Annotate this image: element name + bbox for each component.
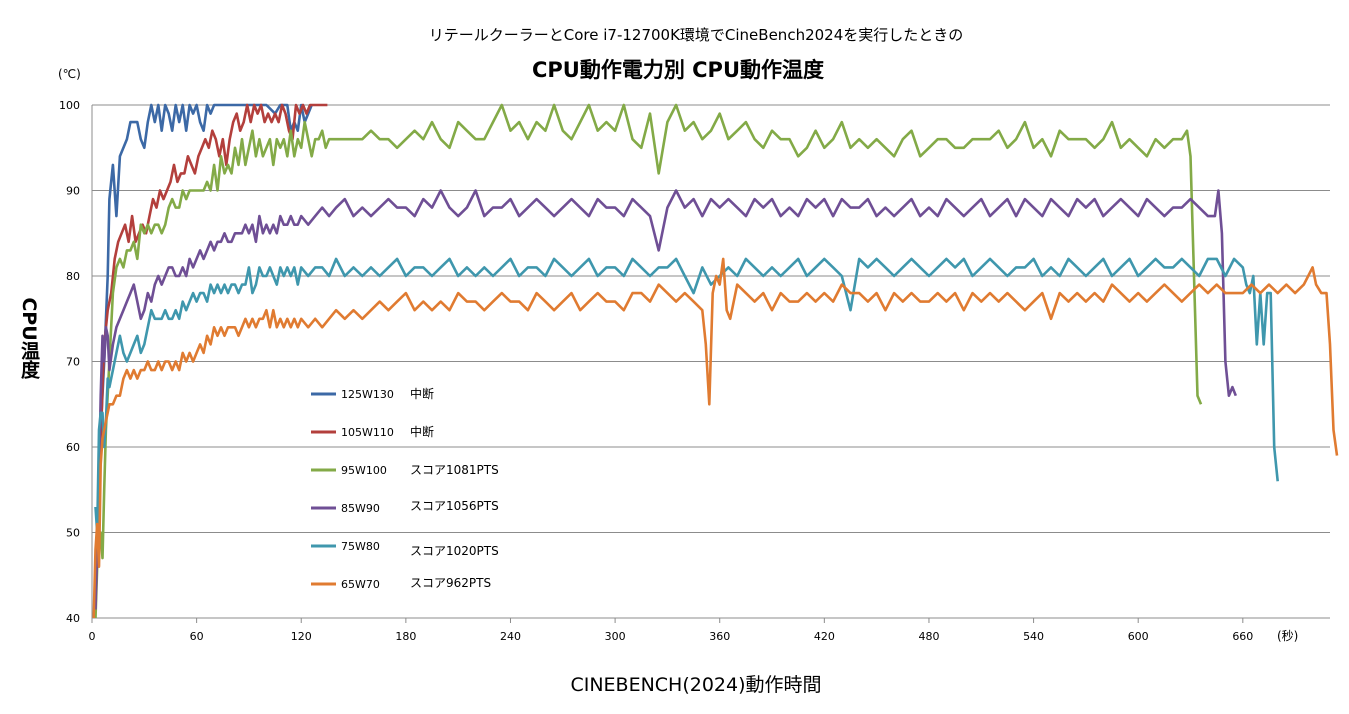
y-tick-label: 50 xyxy=(66,527,80,540)
x-tick-label: 360 xyxy=(709,630,730,643)
y-tick-label: 40 xyxy=(66,612,80,625)
legend-note: 中断 xyxy=(410,386,434,401)
y-tick-label: 80 xyxy=(66,270,80,283)
legend-note: スコア1081PTS xyxy=(410,463,499,477)
legend-note: スコア962PTS xyxy=(410,576,491,590)
series-line-75w80 xyxy=(94,257,1279,534)
x-tick-label: 480 xyxy=(918,630,939,643)
x-tick-label: 660 xyxy=(1232,630,1253,643)
chart-subtitle: リテールクーラーとCore i7-12700K環境でCineBench2024を… xyxy=(429,26,964,44)
legend-note: スコア1020PTS xyxy=(410,544,499,558)
x-tick-label: 300 xyxy=(605,630,626,643)
legend-label: 95W100 xyxy=(341,464,387,477)
y-axis-label: CPU温度 xyxy=(18,297,40,379)
x-tick-label: 180 xyxy=(395,630,416,643)
legend-label: 65W70 xyxy=(341,578,380,591)
y-tick-label: 60 xyxy=(66,441,80,454)
x-tick-label: 60 xyxy=(190,630,204,643)
x-tick-label: 600 xyxy=(1128,630,1149,643)
series-line-65w70 xyxy=(92,257,1339,619)
x-axis-label: CINEBENCH(2024)動作時間 xyxy=(570,674,821,696)
legend-label: 125W130 xyxy=(341,388,394,401)
axes xyxy=(91,105,1330,623)
plot-area xyxy=(92,103,1339,619)
y-tick-labels: 40 50 60 70 80 90 100 xyxy=(59,99,80,625)
legend-note: 中断 xyxy=(410,424,434,439)
series-line-85w90 xyxy=(94,189,1238,610)
y-tick-label: 100 xyxy=(59,99,80,112)
x-tick-labels: 0 60 120 180 240 300 360 420 480 540 600 660 xyxy=(89,630,1254,643)
legend-note: スコア1056PTS xyxy=(410,499,499,513)
legend-label: 105W110 xyxy=(341,426,394,439)
chart-title: CPU動作電力別 CPU動作温度 xyxy=(532,58,824,82)
x-tick-label: 540 xyxy=(1023,630,1044,643)
series-line-105w110 xyxy=(94,103,328,610)
legend-label: 85W90 xyxy=(341,502,380,515)
x-tick-label: 120 xyxy=(291,630,312,643)
series-line-125w130 xyxy=(94,103,313,601)
y-axis-unit: (℃) xyxy=(58,67,81,81)
y-tick-label: 90 xyxy=(66,185,80,198)
x-tick-label: 420 xyxy=(814,630,835,643)
legend-label: 75W80 xyxy=(341,540,380,553)
x-axis-unit: (秒) xyxy=(1277,629,1298,643)
x-tick-label: 240 xyxy=(500,630,521,643)
x-tick-label: 0 xyxy=(89,630,96,643)
legend: 125W130 中断 105W110 中断 95W100 スコア1081PTS 85W90 ス… xyxy=(311,386,499,591)
series-line-95w100 xyxy=(94,103,1203,619)
y-tick-label: 70 xyxy=(66,356,80,369)
